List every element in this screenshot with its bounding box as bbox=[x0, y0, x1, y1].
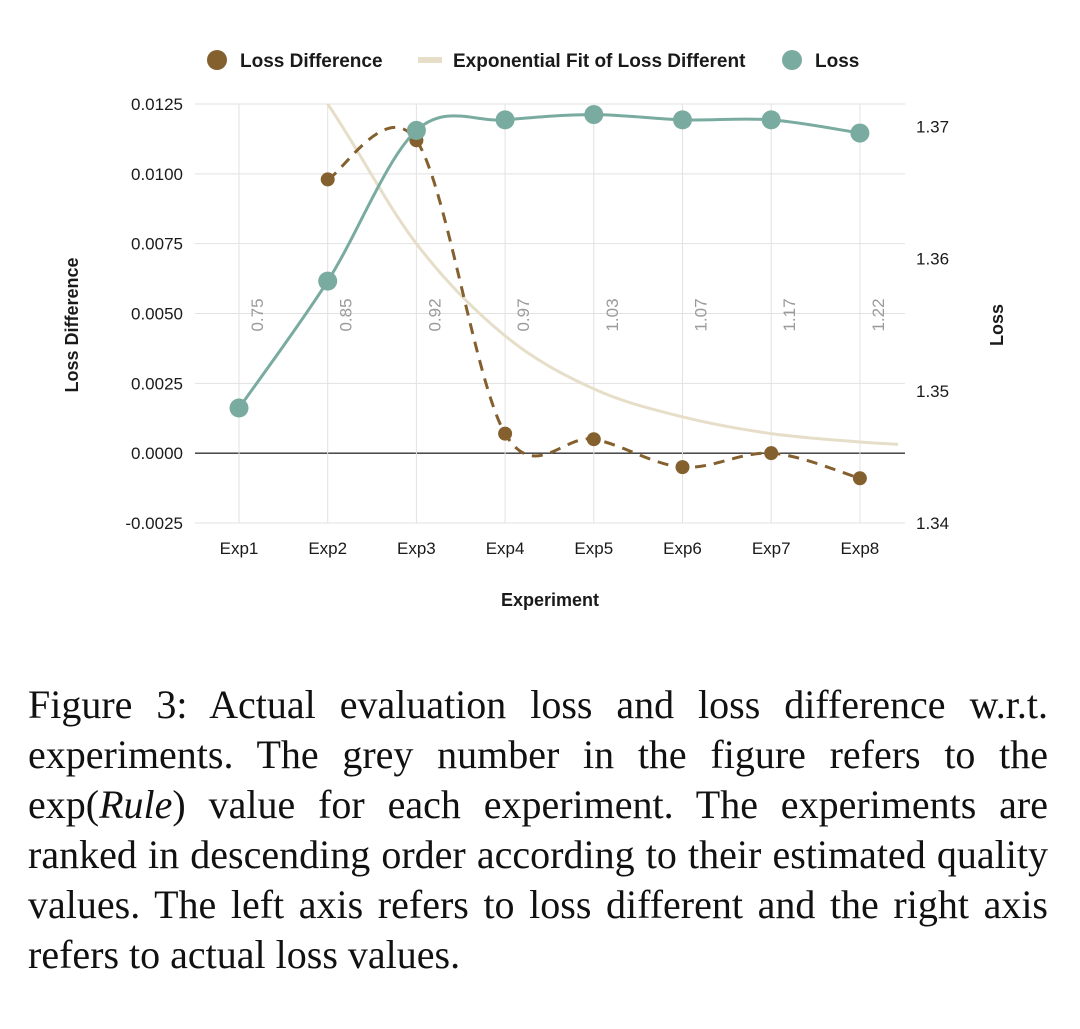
right-tick-label: 1.34 bbox=[916, 514, 949, 533]
legend-label-exponential-fit: Exponential Fit of Loss Different bbox=[453, 51, 746, 72]
left-axis-title: Loss Difference bbox=[62, 257, 82, 392]
right-tick-label: 1.36 bbox=[916, 250, 949, 269]
loss-difference-point bbox=[764, 446, 779, 461]
loss-series bbox=[229, 105, 870, 418]
loss-difference-series bbox=[320, 125, 867, 486]
loss-point bbox=[318, 271, 338, 291]
right-axis-title: Loss bbox=[987, 304, 1007, 346]
legend: Loss Difference Exponential Fit of Loss D… bbox=[207, 50, 859, 72]
left-tick-label: 0.0075 bbox=[131, 235, 183, 254]
loss-difference-line bbox=[326, 125, 861, 480]
rule-value-label: 0.97 bbox=[514, 298, 533, 331]
legend-marker-loss bbox=[782, 50, 802, 70]
rule-value-label: 1.07 bbox=[692, 298, 711, 331]
left-tick-label: 0.0025 bbox=[131, 374, 183, 393]
rule-value-label: 0.92 bbox=[425, 298, 444, 331]
x-tick-label: Exp1 bbox=[220, 539, 259, 558]
right-tick-label: 1.37 bbox=[916, 117, 949, 136]
loss-difference-point bbox=[320, 172, 335, 187]
x-tick-label: Exp3 bbox=[397, 539, 436, 558]
left-tick-label: 0.0125 bbox=[131, 95, 183, 114]
left-tick-label: 0.0050 bbox=[131, 305, 183, 324]
legend-marker-loss-difference bbox=[207, 50, 227, 70]
caption-math-func: exp( bbox=[28, 782, 100, 827]
dual-axis-line-chart: 0.75 0.85 0.92 0.97 1.03 1.07 1.17 1.22 0.01250… bbox=[62, 50, 1007, 610]
loss-point bbox=[229, 398, 249, 418]
rule-labels: 0.75 0.85 0.92 0.97 1.03 1.07 1.17 1.22 bbox=[248, 298, 888, 331]
loss-difference-point bbox=[852, 471, 867, 486]
loss-point bbox=[584, 105, 604, 125]
x-axis-title: Experiment bbox=[501, 590, 599, 610]
loss-line bbox=[237, 113, 861, 409]
left-tick-label: 0.0000 bbox=[131, 444, 183, 463]
left-tick-label: 0.0100 bbox=[131, 165, 183, 184]
caption-math-var: Rule bbox=[99, 782, 173, 827]
legend-label-loss: Loss bbox=[815, 51, 859, 72]
exponential-fit-line bbox=[325, 104, 899, 446]
caption-text-1: Figure 3: Actual evaluation loss and los… bbox=[28, 682, 1048, 777]
loss-point bbox=[850, 123, 870, 143]
legend-label-loss-difference: Loss Difference bbox=[240, 51, 383, 72]
loss-point bbox=[495, 110, 515, 130]
rule-value-label: 0.75 bbox=[248, 298, 267, 331]
rule-value-label: 1.22 bbox=[869, 298, 888, 331]
loss-point bbox=[406, 120, 426, 140]
right-tick-label: 1.35 bbox=[916, 382, 949, 401]
x-tick-label: Exp5 bbox=[574, 539, 613, 558]
x-tick-label: Exp8 bbox=[841, 539, 880, 558]
loss-point bbox=[761, 110, 781, 130]
exponential-fit-series bbox=[325, 104, 899, 446]
rule-value-label: 1.03 bbox=[603, 298, 622, 331]
loss-difference-point bbox=[675, 460, 690, 475]
rule-value-label: 0.85 bbox=[337, 298, 356, 331]
loss-difference-point bbox=[586, 432, 601, 447]
loss-point bbox=[673, 110, 692, 130]
left-tick-label: -0.0025 bbox=[125, 514, 183, 533]
axes: 0.0125 0.0100 0.0075 0.0050 0.0025 0.0000 -0.0… bbox=[62, 95, 1007, 610]
x-tick-label: Exp6 bbox=[663, 539, 702, 558]
figure-caption: Figure 3: Actual evaluation loss and los… bbox=[28, 680, 1048, 980]
x-tick-label: Exp7 bbox=[752, 539, 791, 558]
loss-difference-point bbox=[498, 426, 513, 441]
x-tick-label: Exp2 bbox=[308, 539, 347, 558]
x-tick-label: Exp4 bbox=[486, 539, 525, 558]
caption-text-2: value for each experiment. The experimen… bbox=[28, 782, 1048, 977]
caption-math-close: ) bbox=[172, 782, 186, 827]
rule-value-label: 1.17 bbox=[780, 298, 799, 331]
